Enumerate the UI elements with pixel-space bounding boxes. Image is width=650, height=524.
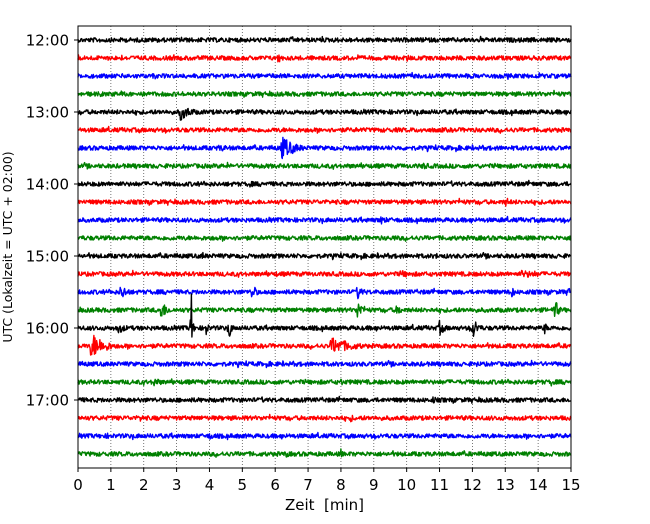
trace-15 [77, 302, 572, 318]
x-tick-label: 7 [303, 476, 313, 494]
plot-frame [77, 25, 572, 469]
trace-19 [77, 378, 572, 387]
trace-17 [77, 334, 572, 356]
trace-12 [77, 251, 572, 261]
x-tick-label: 8 [336, 476, 346, 494]
trace-5 [77, 125, 572, 134]
trace-9 [77, 197, 572, 207]
x-tick-label: 10 [397, 476, 416, 494]
x-tick-label: 0 [73, 476, 83, 494]
trace-1 [77, 54, 572, 63]
trace-3 [77, 89, 572, 98]
y-axis: 12:00 13:00 14:00 15:00 16:00 17:00 [26, 32, 78, 410]
x-tick-label: 4 [205, 476, 215, 494]
x-axis-label: Zeit [min] [285, 496, 364, 514]
trace-11 [77, 234, 572, 242]
trace-22 [77, 431, 572, 441]
trace-7 [77, 161, 572, 170]
x-tick-label: 9 [369, 476, 379, 494]
trace-2 [77, 71, 572, 81]
trace-8 [77, 179, 572, 188]
x-tick-label: 3 [172, 476, 182, 494]
x-tick-label: 2 [139, 476, 149, 494]
x-tick-label: 11 [430, 476, 449, 494]
x-axis: 0 1 2 3 4 5 6 7 8 9 10 11 12 13 14 15 [73, 468, 581, 494]
x-tick-label: 15 [561, 476, 580, 494]
trace-23 [77, 448, 572, 458]
trace-13 [77, 269, 572, 278]
trace-6 [77, 136, 572, 160]
y-tick-label: 12:00 [26, 32, 69, 50]
y-tick-label: 17:00 [26, 392, 69, 410]
trace-16 [77, 293, 572, 338]
y-axis-label: UTC (Lokalzeit = UTC + 02:00) [0, 151, 15, 342]
trace-10 [77, 215, 572, 225]
x-tick-label: 12 [463, 476, 482, 494]
y-tick-label: 16:00 [26, 320, 69, 338]
trace-21 [77, 413, 572, 423]
x-tick-label: 13 [496, 476, 515, 494]
y-tick-label: 14:00 [26, 176, 69, 194]
seismic-traces [77, 35, 572, 458]
trace-20 [77, 395, 572, 404]
x-tick-label: 1 [106, 476, 116, 494]
x-tick-label: 5 [238, 476, 248, 494]
trace-0 [77, 35, 572, 43]
x-tick-label: 6 [270, 476, 280, 494]
trace-14 [77, 286, 572, 300]
y-tick-label: 15:00 [26, 248, 69, 266]
trace-4 [77, 107, 572, 121]
trace-18 [77, 359, 572, 369]
x-tick-label: 14 [529, 476, 548, 494]
y-tick-label: 13:00 [26, 104, 69, 122]
